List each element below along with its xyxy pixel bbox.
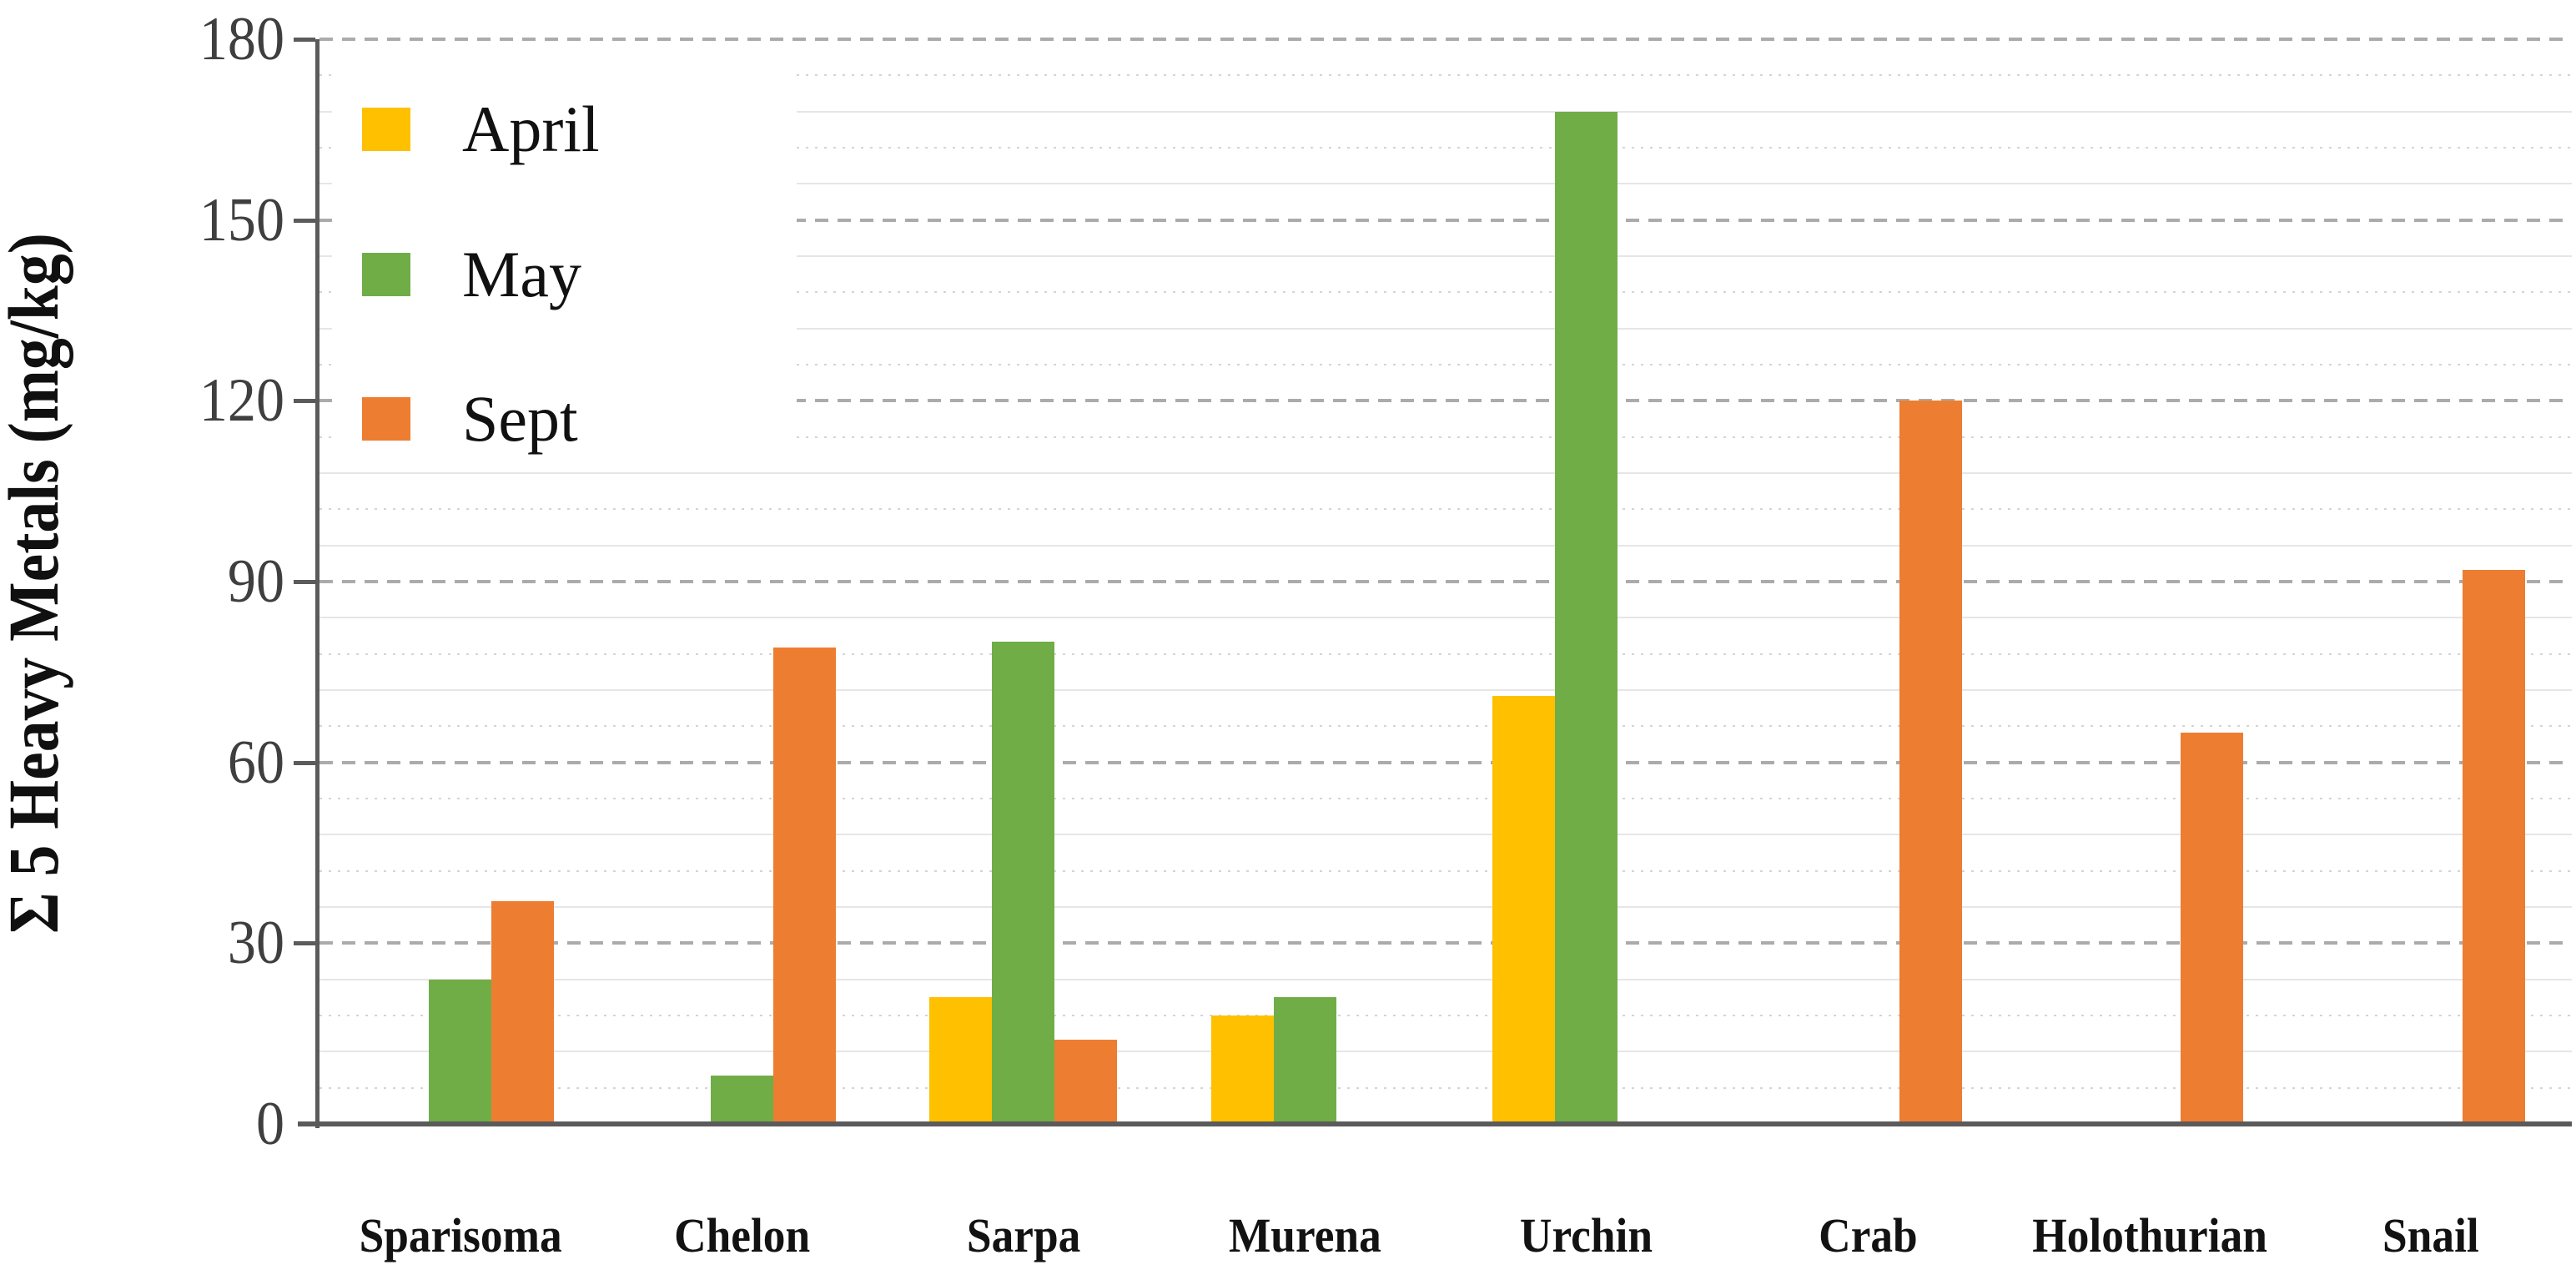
category-label: Chelon [673, 1207, 810, 1262]
bar-april-sarpa [929, 997, 993, 1124]
y-tick-label: 60 [227, 728, 284, 797]
bar-group-snail [2291, 39, 2573, 1124]
x-axis-label-urchin: Urchin [1446, 1202, 1728, 1268]
bar-group-sparisoma [319, 39, 601, 1124]
gridline-minor [319, 364, 2572, 365]
category-label: Snail [2382, 1207, 2480, 1262]
bar-sept-crab [1899, 401, 1962, 1124]
gridline-major [319, 580, 2572, 583]
gridline-minor [319, 110, 2572, 113]
bar-group-holothurian [2009, 39, 2291, 1124]
gridline-major [319, 38, 2572, 41]
legend-swatch-sept-icon [362, 397, 410, 441]
bar-sept-sparisoma [491, 901, 555, 1124]
gridline-minor [319, 725, 2572, 728]
bar-group-sarpa [883, 39, 1165, 1124]
gridline-minor [319, 1051, 2572, 1053]
bar-may-sparisoma [429, 980, 492, 1124]
x-axis-label-snail: Snail [2291, 1202, 2573, 1268]
legend-label: April [462, 93, 600, 165]
y-tick-labels: 0 30 60 90 120 150 180 [0, 0, 288, 1275]
bar-group-chelon [601, 39, 883, 1124]
x-axis-label-chelon: Chelon [601, 1202, 883, 1268]
gridline-minor [319, 508, 2572, 511]
x-axis-label-sarpa: Sarpa [883, 1202, 1165, 1268]
bar-sept-chelon [772, 648, 836, 1124]
y-tick-mark [294, 218, 315, 223]
x-axis-label-murena: Murena [1165, 1202, 1446, 1268]
y-tick-label: 120 [199, 366, 284, 436]
legend: April May Sept [332, 52, 797, 463]
bar-may-sarpa [992, 642, 1055, 1124]
y-axis-line [315, 39, 319, 1128]
y-tick-mark [294, 941, 315, 946]
legend-label: Sept [462, 382, 578, 455]
legend-item-april: April [362, 93, 797, 165]
x-axis-label-crab: Crab [1728, 1202, 2010, 1268]
category-label: Sarpa [966, 1207, 1080, 1262]
legend-label: May [462, 237, 581, 310]
y-tick-mark [294, 38, 315, 42]
gridline-minor [319, 544, 2572, 547]
gridline-minor [319, 906, 2572, 908]
category-label: Holothurian [2031, 1207, 2267, 1262]
bar-may-murena [1273, 997, 1336, 1124]
y-tick-label: 90 [227, 547, 284, 616]
x-axis-label-holothurian: Holothurian [2009, 1202, 2291, 1268]
gridline-major [319, 941, 2572, 945]
gridline-major [319, 399, 2572, 403]
bar-april-urchin [1492, 696, 1556, 1124]
bars-row [319, 39, 2572, 1124]
category-label: Crab [1818, 1207, 1918, 1262]
gridline-minor [319, 255, 2572, 257]
gridline-minor [319, 183, 2572, 185]
bar-group-crab [1728, 39, 2010, 1124]
x-axis-label-sparisoma: Sparisoma [319, 1202, 601, 1268]
gridline-minor [319, 869, 2572, 872]
bar-sept-snail [2462, 570, 2525, 1124]
y-tick-mark [294, 580, 315, 584]
bar-group-murena [1165, 39, 1446, 1124]
gridline-major [319, 218, 2572, 222]
gridline-major [319, 760, 2572, 764]
category-label: Sparisoma [359, 1207, 562, 1262]
gridline-minor [319, 1015, 2572, 1016]
gridline-minor [319, 834, 2572, 836]
legend-item-sept: Sept [362, 382, 797, 455]
bar-group-urchin [1446, 39, 1728, 1124]
bar-may-urchin [1555, 112, 1618, 1124]
legend-swatch-may-icon [362, 252, 410, 296]
gridline-minor [319, 436, 2572, 438]
plot-area [294, 38, 2572, 1128]
x-axis-labels: Sparisoma Chelon Sarpa Murena Urchin Crab Holo… [319, 1202, 2572, 1268]
x-axis-line [298, 1121, 2572, 1126]
gridline-minor [319, 1086, 2572, 1089]
y-tick-label: 180 [199, 5, 284, 73]
gridline-minor [319, 74, 2572, 77]
gridline-minor [319, 978, 2572, 980]
gridline-minor [319, 689, 2572, 691]
y-tick-mark [294, 399, 315, 404]
y-tick-label: 150 [199, 185, 284, 254]
gridline-minor [319, 653, 2572, 655]
y-tick-label: 0 [255, 1090, 284, 1158]
legend-swatch-april-icon [362, 108, 410, 151]
gridline-minor [319, 798, 2572, 799]
gridline-minor [319, 291, 2572, 294]
category-label: Murena [1228, 1207, 1381, 1262]
gridline-minor [319, 327, 2572, 330]
bar-sept-holothurian [2181, 733, 2244, 1124]
bar-may-chelon [710, 1076, 773, 1124]
category-label: Urchin [1520, 1207, 1653, 1262]
y-tick-label: 30 [227, 909, 284, 978]
gridline-minor [319, 147, 2572, 149]
gridline-minor [319, 472, 2572, 474]
bar-april-murena [1210, 1015, 1274, 1124]
legend-item-may: May [362, 237, 797, 310]
gridline-minor [319, 617, 2572, 619]
bar-sept-sarpa [1054, 1040, 1118, 1124]
y-tick-mark [294, 760, 315, 765]
